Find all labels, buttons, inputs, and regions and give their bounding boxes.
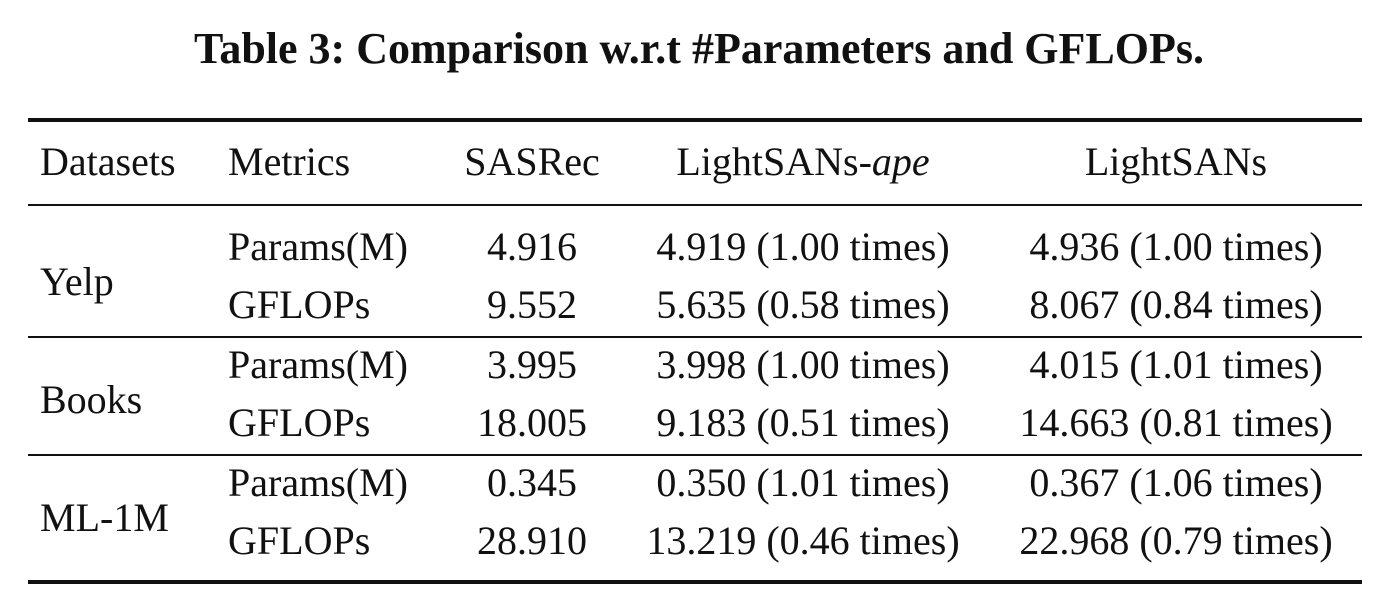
column-header: SASRec (464, 139, 600, 184)
cell: 13.219 (0.46 times) (646, 518, 960, 563)
cell: 0.345 (487, 460, 577, 505)
cell: 22.968 (0.79 times) (1019, 518, 1333, 563)
column-header: Metrics (228, 139, 351, 184)
cell: 5.635 (0.58 times) (656, 282, 950, 327)
cell: 18.005 (477, 400, 587, 445)
dataset-label: Books (40, 377, 143, 422)
dataset-label: ML-1M (40, 495, 169, 540)
header-text: LightSANs- (676, 139, 872, 184)
cell: 9.183 (0.51 times) (656, 400, 950, 445)
cell: 3.998 (1.00 times) (656, 342, 950, 387)
header-rule (28, 204, 1362, 206)
cell: 4.916 (487, 224, 577, 269)
cell: 0.367 (1.06 times) (1029, 460, 1323, 505)
metric-label: GFLOPs (228, 518, 371, 563)
cell: 4.936 (1.00 times) (1029, 224, 1323, 269)
header-italic: ape (871, 139, 930, 184)
metric-label: Params(M) (228, 342, 408, 387)
group-rule (28, 454, 1362, 456)
cell: 4.919 (1.00 times) (656, 224, 950, 269)
dataset-label: Yelp (40, 259, 114, 304)
cell: 3.995 (487, 342, 577, 387)
column-header: Datasets (40, 139, 176, 184)
top-rule (28, 118, 1362, 122)
bottom-rule (28, 580, 1362, 584)
metric-label: GFLOPs (228, 400, 371, 445)
cell: 9.552 (487, 282, 577, 327)
metric-label: Params(M) (228, 460, 408, 505)
group-rule (28, 336, 1362, 338)
cell: 8.067 (0.84 times) (1029, 282, 1323, 327)
metric-label: GFLOPs (228, 282, 371, 327)
table-title: Table 3: Comparison w.r.t #Parameters an… (194, 24, 1204, 73)
cell: 28.910 (477, 518, 587, 563)
column-header: LightSANs (1084, 139, 1268, 184)
cell: 4.015 (1.01 times) (1029, 342, 1323, 387)
cell: 0.350 (1.01 times) (656, 460, 950, 505)
column-header: LightSANs-ape (676, 138, 929, 186)
cell: 14.663 (0.81 times) (1019, 400, 1333, 445)
metric-label: Params(M) (228, 224, 408, 269)
